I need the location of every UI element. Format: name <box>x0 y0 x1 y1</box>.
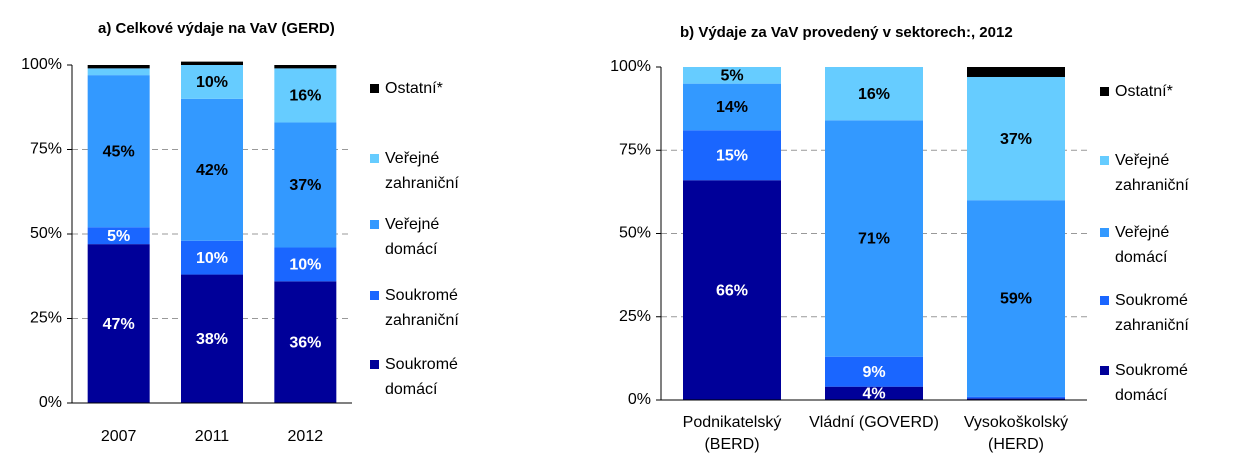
data-label: 42% <box>196 162 228 179</box>
bar-segment <box>967 76 1065 201</box>
y-tick-label: 0% <box>39 394 62 411</box>
x-tick-label: Vládní (GOVERD) <box>809 414 939 431</box>
bar-segment <box>967 398 1065 400</box>
legend-label: Soukromé zahraniční <box>385 287 459 329</box>
x-tick-label: Podnikatelský (BERD) <box>682 414 782 453</box>
data-label: 10% <box>196 250 228 267</box>
data-label: 71% <box>858 231 890 248</box>
y-tick-label: 100% <box>610 58 651 75</box>
data-label: 15% <box>716 147 748 164</box>
x-tick-label: 2011 <box>194 428 230 445</box>
bar-segment <box>274 247 337 282</box>
data-label: 10% <box>196 74 228 91</box>
data-label: 5% <box>720 68 743 85</box>
legend-label: Soukromé domácí <box>385 356 458 398</box>
legend-label: Soukromé domácí <box>1115 362 1188 404</box>
data-label: 16% <box>858 86 890 103</box>
bar-segment <box>87 65 150 69</box>
data-label: 37% <box>289 177 321 194</box>
y-tick-label: 50% <box>619 225 651 242</box>
data-label: 38% <box>196 331 228 348</box>
legend-swatch <box>1100 296 1109 305</box>
bar-segment <box>87 244 150 403</box>
legend-swatch <box>370 84 379 93</box>
data-label: 66% <box>716 282 748 299</box>
bar-segment <box>87 227 150 245</box>
bar-segment <box>683 67 781 84</box>
bar-segment <box>967 396 1065 399</box>
bar-segment <box>274 68 337 123</box>
x-tick-label: 2012 <box>287 428 324 445</box>
bar-segment <box>274 281 337 403</box>
bar-segment <box>683 180 781 400</box>
legend-swatch <box>1100 228 1109 237</box>
bar-segment <box>87 68 150 76</box>
chart-title: b) Výdaje za VaV provedený v sektorech:,… <box>680 24 1013 41</box>
legend-swatch <box>1100 366 1109 375</box>
bar-segment <box>181 61 243 65</box>
bar-segment <box>274 65 337 69</box>
legend-swatch <box>1100 156 1109 165</box>
data-label: 45% <box>103 143 135 160</box>
bar-segment <box>825 67 923 121</box>
x-tick-label: Vysokoškolský (HERD) <box>963 414 1069 453</box>
y-tick-label: 75% <box>619 141 651 158</box>
y-tick-label: 25% <box>619 308 651 325</box>
legend-swatch <box>370 291 379 300</box>
bar-segment <box>967 67 1065 77</box>
bar-segment <box>825 120 923 357</box>
legend-swatch <box>370 220 379 229</box>
y-tick-label: 75% <box>30 141 62 158</box>
bar-segment <box>181 65 243 99</box>
bar-segment <box>181 98 243 241</box>
legend-swatch <box>370 360 379 369</box>
legend-swatch <box>1100 87 1109 96</box>
bar-segment <box>87 75 150 228</box>
chart-title: a) Celkové výdaje na VaV (GERD) <box>98 20 335 37</box>
data-label: 10% <box>289 257 321 274</box>
bar-segment <box>825 356 923 387</box>
legend-label: Ostatní* <box>385 80 443 97</box>
bar-segment <box>683 130 781 181</box>
data-label: 9% <box>862 364 885 381</box>
y-tick-label: 0% <box>628 391 651 408</box>
data-label: 4% <box>862 386 885 403</box>
legend-label: Veřejné zahraniční <box>385 150 459 192</box>
y-tick-label: 50% <box>30 225 62 242</box>
x-tick-label: 2007 <box>100 428 137 445</box>
legend-label: Veřejné domácí <box>385 216 440 258</box>
legend-swatch <box>370 154 379 163</box>
legend-label: Ostatní* <box>1115 83 1173 100</box>
bar-segment <box>967 200 1065 397</box>
data-label: 36% <box>289 334 321 351</box>
y-tick-label: 25% <box>30 310 62 327</box>
data-label: 16% <box>289 88 321 105</box>
data-label: 59% <box>1000 291 1032 308</box>
bar-segment <box>181 240 243 275</box>
bar-segment <box>181 274 243 403</box>
bar-segment <box>274 122 337 248</box>
bar-segment <box>683 83 781 131</box>
data-label: 37% <box>1000 131 1032 148</box>
y-tick-label: 100% <box>21 56 62 73</box>
legend-label: Veřejné zahraniční <box>1115 152 1189 194</box>
legend-label: Veřejné domácí <box>1115 224 1170 266</box>
data-label: 5% <box>107 228 130 245</box>
data-label: 14% <box>716 99 748 116</box>
bar-segment <box>825 386 923 400</box>
legend-label: Soukromé zahraniční <box>1115 292 1189 334</box>
data-label: 47% <box>103 316 135 333</box>
